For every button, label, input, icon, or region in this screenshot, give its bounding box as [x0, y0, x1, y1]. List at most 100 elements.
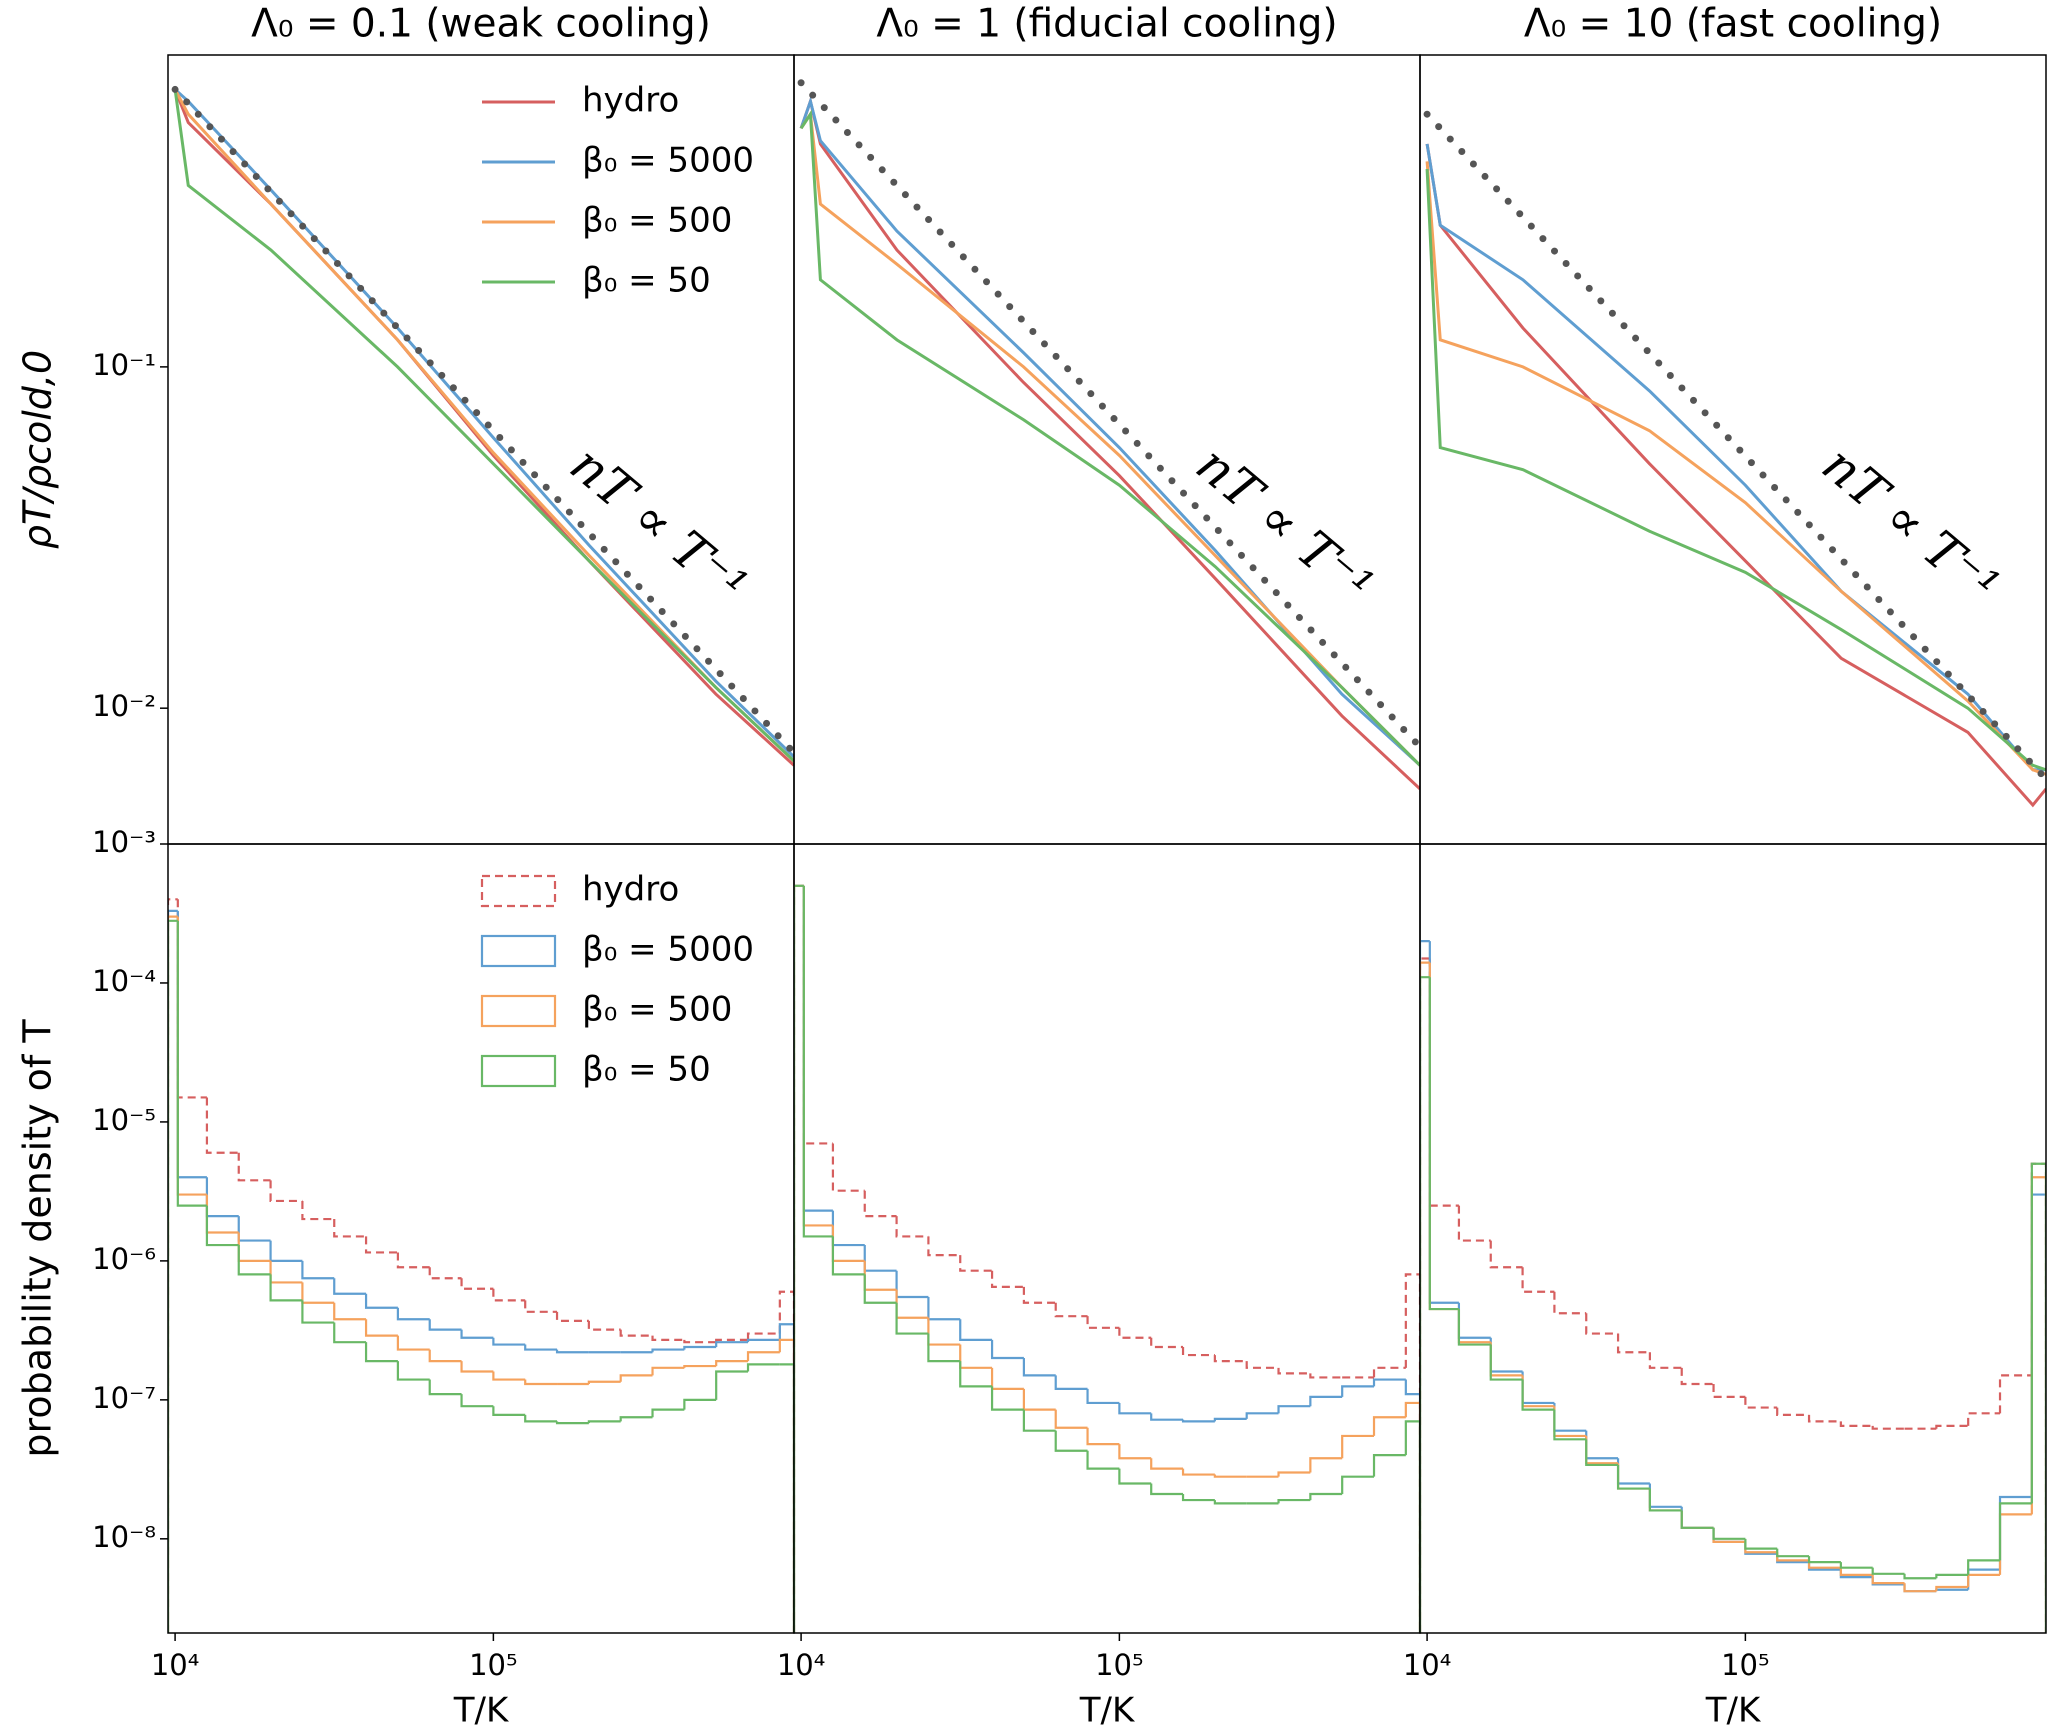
histogram-step	[269, 1240, 303, 1262]
x-axis-label: T/K	[453, 1691, 510, 1731]
histogram-step	[168, 915, 178, 1633]
histogram-step	[895, 1270, 929, 1299]
histogram-step	[831, 1236, 865, 1276]
reference-line	[171, 85, 794, 757]
histogram-step	[364, 1319, 398, 1337]
x-axis-label: T/K	[1705, 1691, 1762, 1731]
histogram-step	[1086, 1388, 1120, 1405]
histogram-step	[794, 884, 804, 1633]
x-tick-label: 10⁴	[777, 1648, 826, 1682]
histogram-step	[1404, 1273, 1420, 1633]
histogram-step	[1054, 1302, 1088, 1318]
histogram-step	[1680, 1510, 1714, 1529]
histogram-step	[364, 1342, 398, 1363]
histogram-step	[1807, 1556, 1841, 1564]
histogram-step	[794, 884, 804, 1633]
histogram-step	[492, 1288, 526, 1302]
histogram-step	[1871, 1574, 1905, 1585]
histogram-step	[1967, 1568, 2001, 1590]
histogram-step	[1181, 1494, 1215, 1502]
histogram-step	[779, 1363, 794, 1633]
histogram-step	[1998, 1502, 2032, 1561]
histogram-step	[2030, 1176, 2046, 1633]
histogram-step	[1213, 1474, 1247, 1478]
histogram-step	[1585, 1313, 1619, 1335]
histogram-step	[1967, 1559, 2001, 1575]
histogram-step	[1489, 1240, 1523, 1269]
histogram-step	[269, 1274, 303, 1302]
histogram-step	[1309, 1492, 1343, 1501]
histogram-step	[1521, 1375, 1555, 1408]
histogram-step	[428, 1319, 462, 1331]
histogram-step	[492, 1337, 526, 1346]
histogram-step	[927, 1333, 961, 1363]
histogram-step	[1420, 961, 1430, 1633]
histogram-step	[1341, 1434, 1375, 1459]
histogram-step	[683, 1398, 717, 1410]
histogram-step	[959, 1361, 993, 1388]
histogram-step	[1420, 976, 1430, 1633]
histogram-step	[1648, 1352, 1682, 1369]
histogram-step	[794, 884, 804, 1633]
y-axis-label: probability density of T	[16, 1019, 60, 1458]
histogram-step	[237, 1152, 271, 1182]
histogram-step	[990, 1367, 1024, 1390]
histogram-step	[587, 1320, 621, 1331]
histogram-step	[460, 1361, 494, 1373]
histogram-step	[1341, 1475, 1375, 1495]
histogram-step	[1935, 1573, 1969, 1579]
histogram-step	[587, 1380, 621, 1385]
histogram-step	[205, 1205, 239, 1247]
series-line	[174, 88, 794, 758]
histogram-step	[1967, 1573, 2001, 1587]
histogram-step	[619, 1416, 653, 1422]
histogram-step	[396, 1361, 430, 1381]
series-line	[1425, 168, 2046, 772]
histogram-step	[2030, 1193, 2046, 1633]
histogram-step	[1553, 1409, 1587, 1441]
y-tick-label: 10⁻⁴	[92, 964, 156, 998]
annotation: nT ∝ T⁻¹	[559, 435, 758, 615]
histogram-step	[1372, 1378, 1406, 1387]
histogram-step	[555, 1421, 589, 1425]
legend-swatch	[480, 934, 557, 968]
histogram-step	[1428, 977, 1459, 1311]
histogram-step	[990, 1270, 1024, 1288]
histogram-step	[715, 1341, 749, 1348]
legend-label: β₀ = 5000	[582, 141, 754, 181]
histogram-step	[428, 1379, 462, 1396]
histogram-step	[205, 1194, 239, 1234]
histogram-step	[1404, 1401, 1420, 1633]
histogram-step	[460, 1329, 494, 1339]
x-tick-label: 10⁵	[1721, 1648, 1770, 1682]
histogram-step	[802, 885, 833, 1145]
histogram-step	[1839, 1562, 1873, 1569]
legend-label: hydro	[582, 81, 679, 121]
histogram-step	[2030, 1162, 2046, 1633]
histogram-step	[802, 885, 833, 1227]
axes-frame	[793, 843, 1421, 1634]
histogram-step	[333, 1302, 367, 1321]
histogram-step	[1712, 1527, 1746, 1540]
histogram-step	[1744, 1541, 1778, 1554]
histogram-step	[1372, 1416, 1406, 1436]
histogram-step	[1935, 1585, 1969, 1592]
histogram-step	[1489, 1344, 1523, 1381]
histogram-step	[1372, 1366, 1406, 1378]
histogram-step	[237, 1216, 271, 1242]
histogram-step	[778, 1290, 794, 1633]
histogram-step	[831, 1210, 865, 1247]
histogram-step	[1585, 1439, 1619, 1467]
histogram-step	[651, 1348, 685, 1353]
y-tick-label: 10⁻⁵	[92, 1103, 156, 1137]
histogram-step	[269, 1180, 303, 1203]
x-tick-label: 10⁴	[151, 1648, 200, 1682]
histogram-step	[683, 1339, 717, 1344]
histogram-step	[746, 1338, 780, 1343]
legend-swatch	[480, 994, 557, 1028]
axes-frame	[1419, 843, 2047, 1634]
histogram-step	[1150, 1337, 1184, 1349]
histogram-step	[1457, 1302, 1491, 1339]
histogram-step	[1309, 1457, 1343, 1473]
histogram-step	[1839, 1567, 1873, 1576]
